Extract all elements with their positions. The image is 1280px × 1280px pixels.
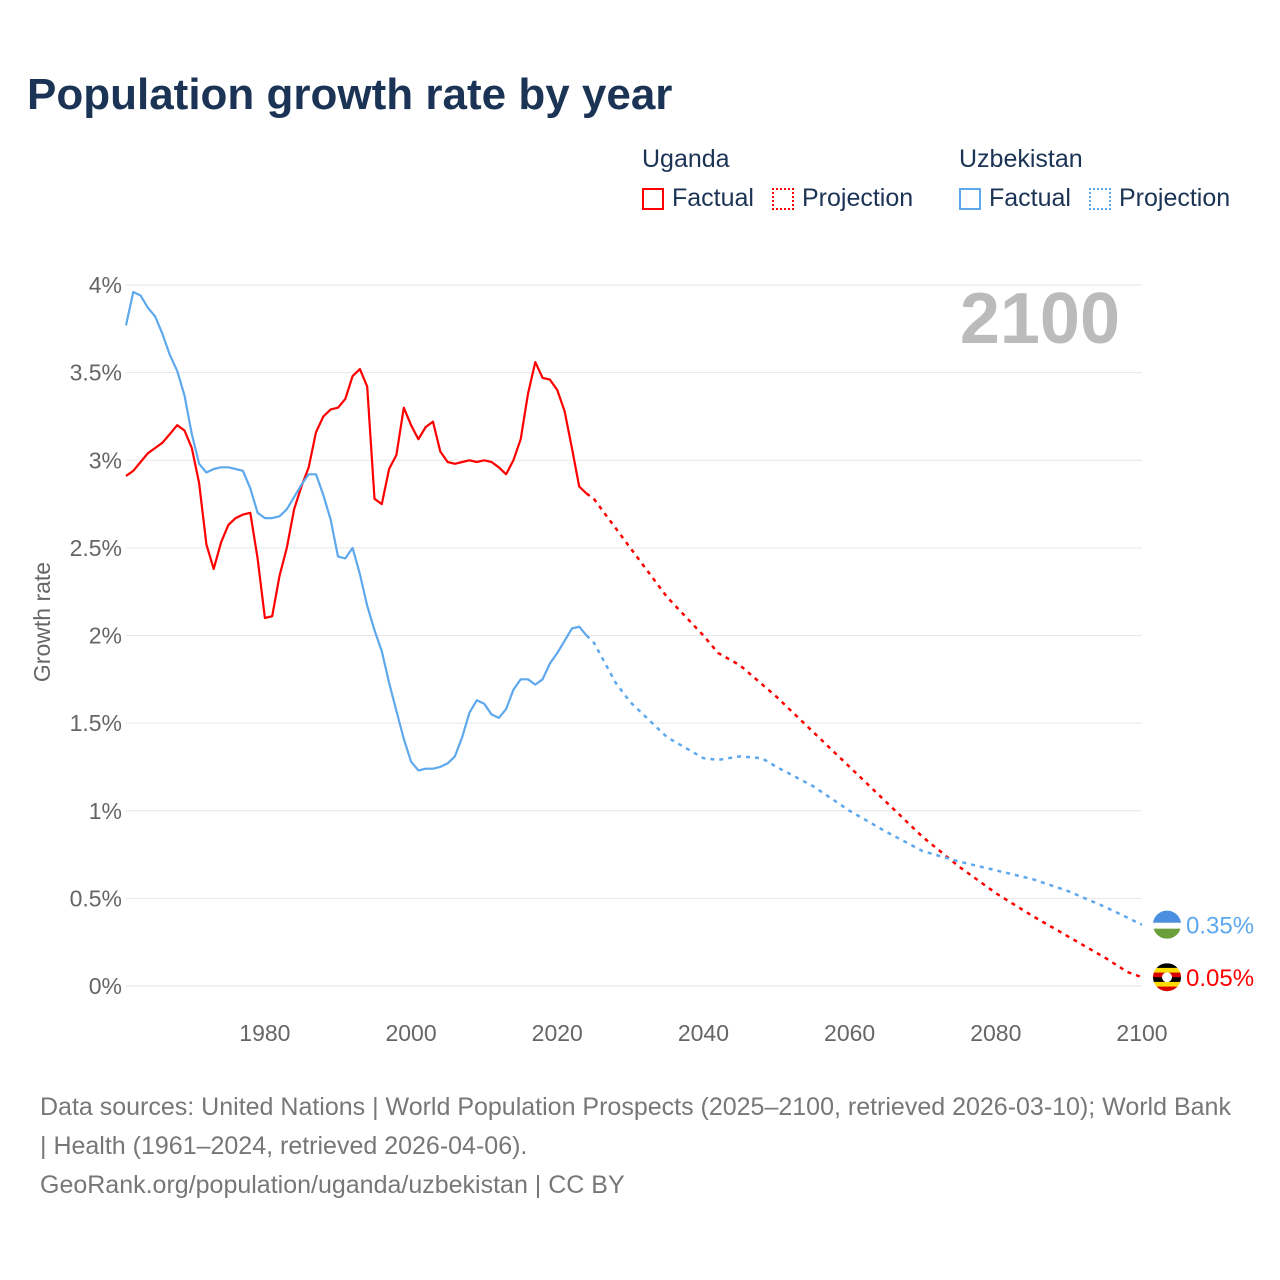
y-tick-label: 1.5%: [70, 710, 122, 736]
grid: [126, 284, 1142, 987]
y-tick-label: 0.5%: [70, 885, 122, 911]
flag-stripe: [1153, 981, 1181, 987]
legend-group-name: Uzbekistan: [959, 145, 1083, 173]
legend-item-uzbekistan-factual[interactable]: Factual: [959, 184, 1071, 213]
y-tick-label: 3%: [89, 447, 122, 473]
current-year-label: 2100: [960, 279, 1120, 359]
legend-label: Factual: [672, 184, 754, 212]
legend-label: Projection: [801, 184, 914, 212]
x-tick-label: 2040: [678, 1020, 729, 1046]
flag-uzbekistan-icon: [1153, 910, 1181, 939]
line-uganda-factual: [125, 361, 588, 620]
line-uzbekistan-factual: [124, 290, 588, 772]
line-chart: 0% 0.5% 1% 1.5% 2% 2.5% 3% 3.5% 4% 1980 2000 2020 2…: [29, 272, 1254, 1046]
y-tick-label: 2.5%: [70, 535, 122, 561]
flag-emblem: [1162, 972, 1172, 983]
series-lines: [124, 290, 1143, 979]
legend-item-uzbekistan-projection[interactable]: Projection: [1088, 184, 1231, 213]
y-tick-label: 0%: [89, 973, 122, 999]
x-tick-label: 2100: [1116, 1020, 1167, 1046]
legend-swatch-solid: [642, 187, 664, 210]
x-tick-label: 2080: [970, 1020, 1021, 1046]
line-uganda-projection: [585, 492, 1143, 979]
flag-uganda-icon: [1153, 963, 1181, 992]
y-axis-label: Growth rate: [29, 562, 55, 682]
y-tick-label: 2%: [89, 623, 122, 649]
flag-stripe: [1153, 986, 1181, 992]
legend-swatch-solid: [959, 187, 981, 210]
data-sources: Data sources: United Nations | World Pop…: [40, 1093, 1231, 1160]
legend-group-name: Uganda: [642, 145, 730, 173]
flag-stripe: [1153, 963, 1181, 969]
x-tick-label: 2060: [824, 1020, 875, 1046]
end-label-uzbekistan: 0.35%: [1186, 913, 1254, 940]
legend-label: Factual: [989, 184, 1071, 212]
legend-swatch-dotted: [1088, 187, 1111, 210]
chart-title: Population growth rate by year: [27, 70, 673, 119]
y-tick-label: 4%: [89, 272, 122, 298]
y-tick-label: 1%: [89, 798, 122, 824]
legend-item-uganda-projection[interactable]: Projection: [771, 184, 914, 213]
flag-stripe: [1153, 922, 1181, 932]
x-axis: 1980 2000 2020 2040 2060 2080 2100: [239, 1020, 1167, 1046]
footer: Data sources: United Nations | World Pop…: [40, 1088, 1240, 1205]
line-uzbekistan-projection: [585, 634, 1143, 926]
legend-group-uzbekistan: Uzbekistan Factual Projection: [959, 145, 1248, 213]
x-tick-label: 1980: [239, 1020, 290, 1046]
legend-label: Projection: [1118, 184, 1231, 212]
end-label-uganda: 0.05%: [1186, 965, 1254, 992]
x-tick-label: 2000: [385, 1020, 436, 1046]
legend-item-uganda-factual[interactable]: Factual: [642, 184, 754, 213]
y-axis: 0% 0.5% 1% 1.5% 2% 2.5% 3% 3.5% 4%: [70, 272, 122, 999]
legend-swatch-dotted: [771, 187, 794, 210]
flag-stripe: [1153, 928, 1181, 939]
flag-stripe: [1153, 910, 1181, 923]
x-tick-label: 2020: [532, 1020, 583, 1046]
flag-stripe: [1153, 967, 1181, 973]
y-tick-label: 3.5%: [70, 360, 122, 386]
credit-link[interactable]: GeoRank.org/population/uganda/uzbekistan…: [40, 1171, 625, 1199]
legend-group-uganda: Uganda Factual Projection: [642, 145, 931, 213]
end-labels: 0.05% 0.35%: [1153, 910, 1254, 992]
